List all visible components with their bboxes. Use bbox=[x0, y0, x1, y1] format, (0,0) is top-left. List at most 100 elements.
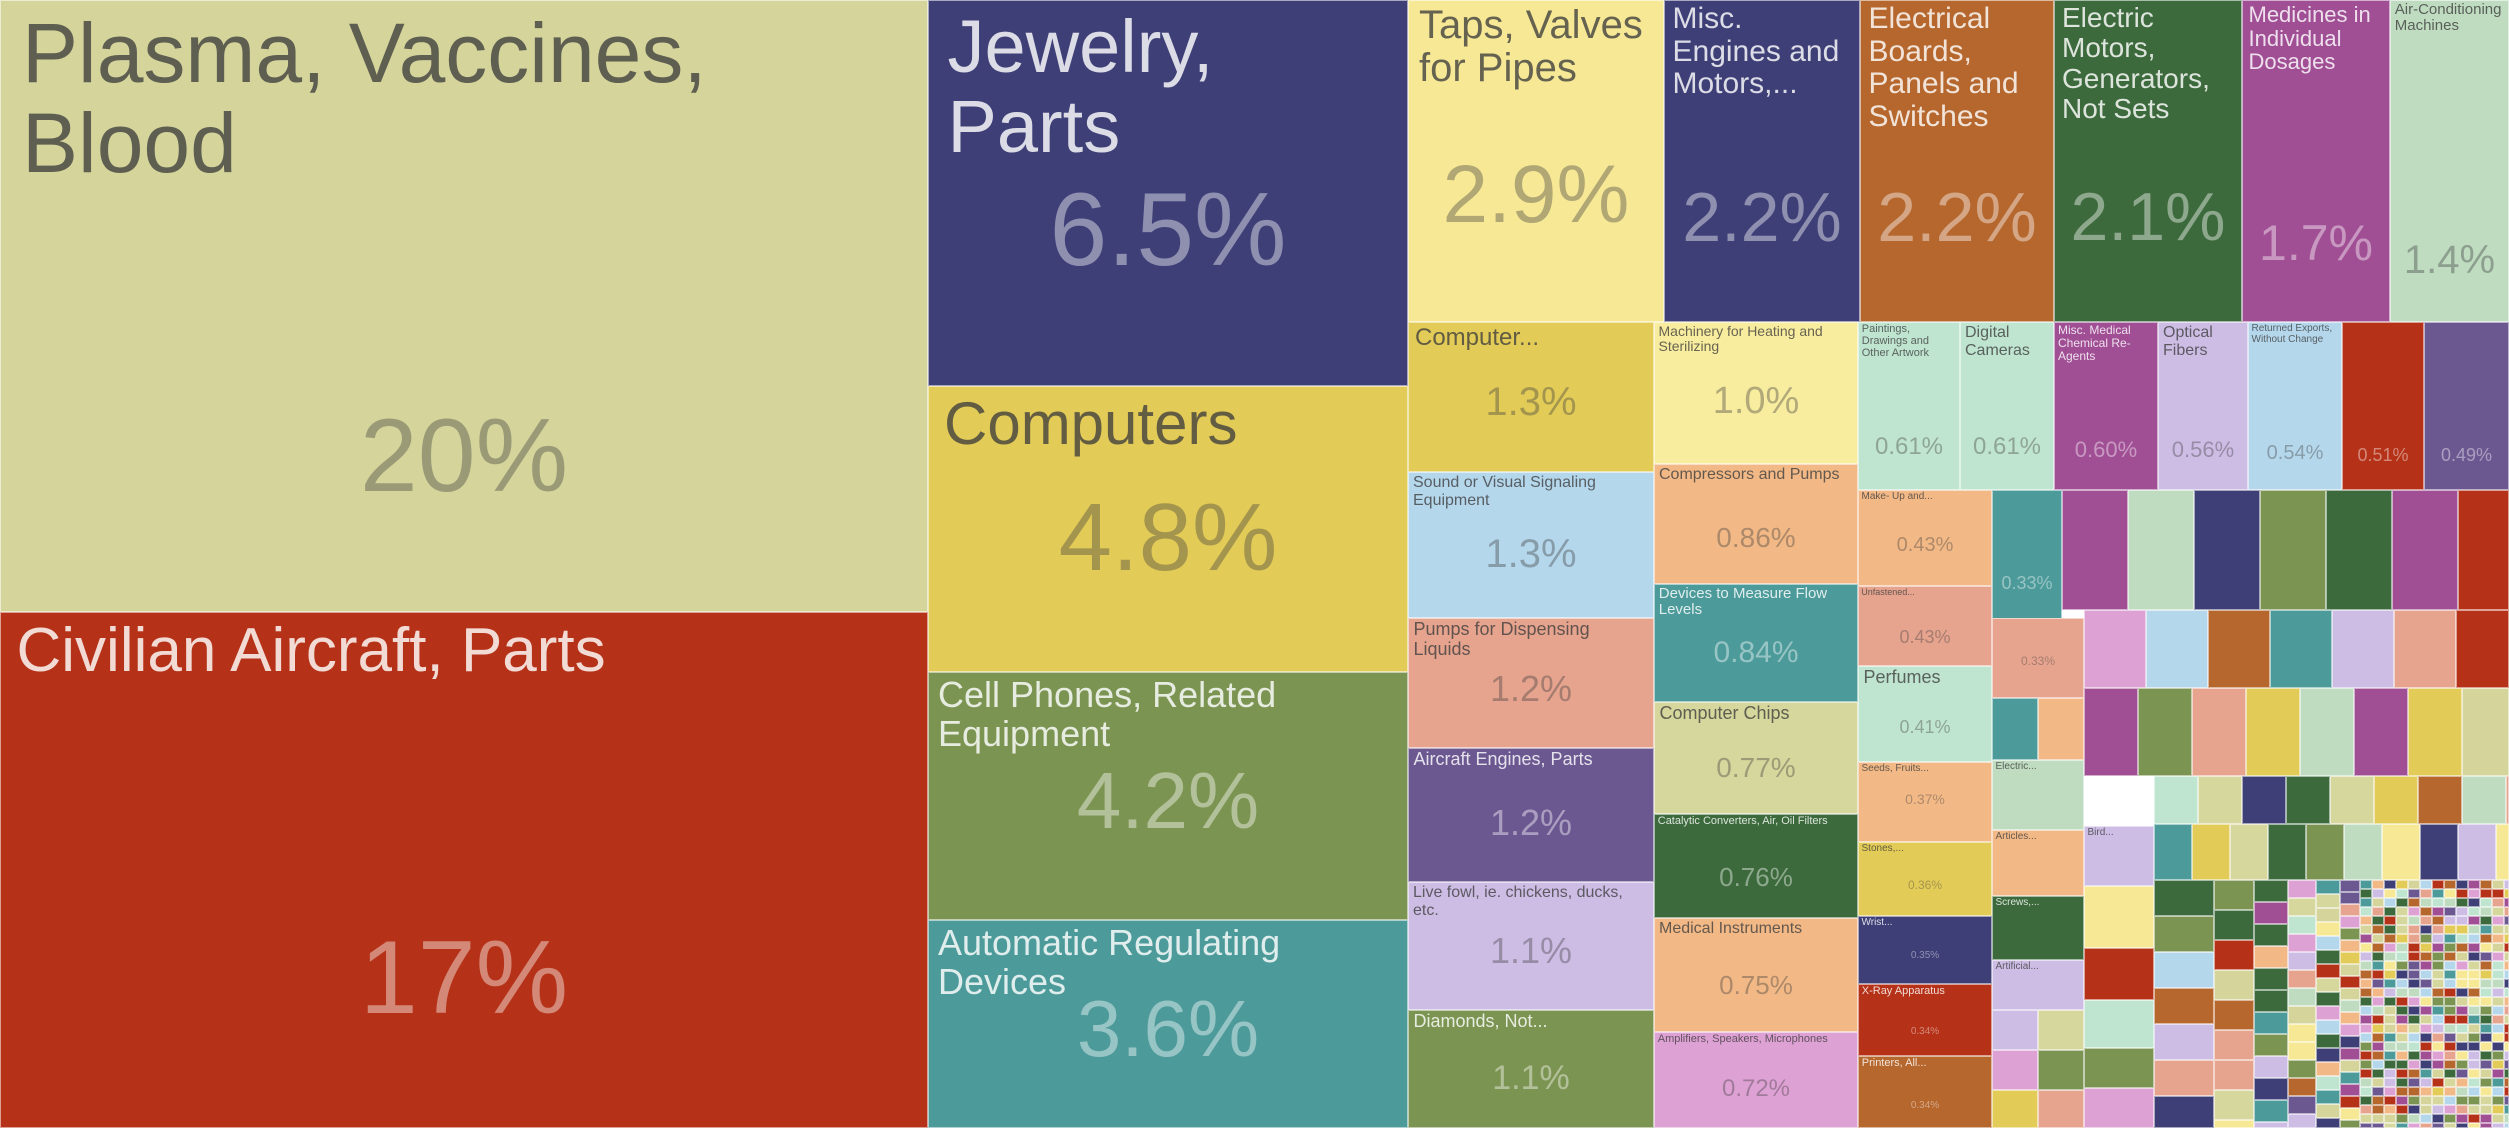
treemap-tile[interactable]: Screws,... bbox=[1992, 896, 2084, 960]
treemap-tile-minor[interactable] bbox=[2456, 997, 2468, 1006]
treemap-tile-minor[interactable] bbox=[2444, 1096, 2456, 1105]
treemap-tile-minor[interactable] bbox=[2504, 1015, 2509, 1024]
treemap-tile-minor[interactable] bbox=[2468, 1006, 2480, 1015]
treemap-tile-minor[interactable] bbox=[2396, 970, 2408, 979]
treemap-tile-minor[interactable] bbox=[2480, 925, 2492, 934]
treemap-tile-minor[interactable] bbox=[2372, 961, 2384, 970]
treemap-tile-minor[interactable] bbox=[2360, 925, 2372, 934]
treemap-tile-minor[interactable] bbox=[2492, 1069, 2504, 1078]
treemap-tile-minor[interactable] bbox=[2456, 979, 2468, 988]
treemap-tile-minor[interactable] bbox=[2444, 916, 2456, 925]
treemap-tile[interactable]: Electrical Boards, Panels and Switches 2.… bbox=[1860, 0, 2054, 322]
treemap-tile-minor[interactable] bbox=[2288, 1060, 2316, 1078]
treemap-tile[interactable]: X-Ray Apparatus 0.34% bbox=[1858, 984, 1992, 1056]
treemap-tile-minor[interactable] bbox=[2492, 1105, 2504, 1114]
treemap-tile-minor[interactable] bbox=[2306, 824, 2344, 880]
treemap-tile-minor[interactable] bbox=[2456, 1078, 2468, 1087]
treemap-tile[interactable]: 0.49% bbox=[2424, 322, 2509, 490]
treemap-tile-minor[interactable] bbox=[2340, 952, 2360, 964]
treemap-tile-minor[interactable] bbox=[2432, 961, 2444, 970]
treemap-tile-minor[interactable] bbox=[2408, 889, 2420, 898]
treemap-tile-minor[interactable] bbox=[2384, 907, 2396, 916]
treemap-tile-minor[interactable] bbox=[2372, 997, 2384, 1006]
treemap-tile-minor[interactable] bbox=[2254, 880, 2288, 902]
treemap-tile-minor[interactable] bbox=[2360, 1006, 2372, 1015]
treemap-tile-minor[interactable] bbox=[2420, 1087, 2432, 1096]
treemap-tile-minor[interactable] bbox=[2384, 889, 2396, 898]
treemap-tile-minor[interactable] bbox=[2456, 1069, 2468, 1078]
treemap-tile-minor[interactable] bbox=[2408, 1024, 2420, 1033]
treemap-tile-minor[interactable] bbox=[2432, 1051, 2444, 1060]
treemap-tile-minor[interactable] bbox=[2480, 1006, 2492, 1015]
treemap-tile-minor[interactable] bbox=[2214, 1120, 2254, 1128]
treemap-tile-minor[interactable] bbox=[2480, 1114, 2492, 1123]
treemap-tile-minor[interactable] bbox=[2372, 1006, 2384, 1015]
treemap-tile-minor[interactable] bbox=[2408, 1087, 2420, 1096]
treemap-tile-minor[interactable] bbox=[2456, 1033, 2468, 1042]
treemap-tile-minor[interactable] bbox=[2420, 880, 2432, 889]
treemap-tile-minor[interactable] bbox=[2360, 898, 2372, 907]
treemap-tile-minor[interactable] bbox=[2456, 1114, 2468, 1123]
treemap-tile-minor[interactable] bbox=[2154, 1060, 2214, 1096]
treemap-tile-minor[interactable] bbox=[2468, 1105, 2480, 1114]
treemap-tile-minor[interactable] bbox=[2254, 1056, 2288, 1078]
treemap-tile-minor[interactable] bbox=[2340, 928, 2360, 940]
treemap-tile-minor[interactable] bbox=[2420, 1024, 2432, 1033]
treemap-tile-minor[interactable] bbox=[2192, 688, 2246, 776]
treemap-tile-minor[interactable] bbox=[2384, 1006, 2396, 1015]
treemap-tile[interactable]: Electric Motors, Generators, Not Sets 2.1… bbox=[2054, 0, 2242, 322]
treemap-tile-minor[interactable] bbox=[2384, 1024, 2396, 1033]
treemap-tile[interactable]: Bird... bbox=[2084, 826, 2154, 886]
treemap-tile-minor[interactable] bbox=[2444, 934, 2456, 943]
treemap-tile[interactable]: Computers 4.8% bbox=[928, 386, 1408, 672]
treemap-tile[interactable]: Diamonds, Not... 1.1% bbox=[1408, 1010, 1654, 1128]
treemap-tile-minor[interactable] bbox=[2316, 1062, 2340, 1076]
treemap-tile-minor[interactable] bbox=[2504, 1087, 2509, 1096]
treemap-tile-minor[interactable] bbox=[2504, 997, 2509, 1006]
treemap-tile-minor[interactable] bbox=[2492, 943, 2504, 952]
treemap-tile-minor[interactable] bbox=[2492, 934, 2504, 943]
treemap-tile-minor[interactable] bbox=[2480, 1078, 2492, 1087]
treemap-tile-minor[interactable] bbox=[2396, 1024, 2408, 1033]
treemap-tile[interactable]: Amplifiers, Speakers, Microphones 0.72% bbox=[1654, 1032, 1858, 1128]
treemap-tile[interactable]: Make- Up and... 0.43% bbox=[1858, 490, 1992, 586]
treemap-tile-minor[interactable] bbox=[2154, 988, 2214, 1024]
treemap-tile-minor[interactable] bbox=[2420, 1060, 2432, 1069]
treemap-tile-minor[interactable] bbox=[2444, 907, 2456, 916]
treemap-tile-minor[interactable] bbox=[2384, 1114, 2396, 1123]
treemap-tile-minor[interactable] bbox=[2468, 907, 2480, 916]
treemap-tile-minor[interactable] bbox=[2316, 964, 2340, 978]
treemap-tile-minor[interactable] bbox=[2382, 824, 2420, 880]
treemap-tile-minor[interactable] bbox=[2456, 934, 2468, 943]
treemap-tile-minor[interactable] bbox=[2316, 978, 2340, 992]
treemap-tile[interactable]: Paintings, Drawings and Other Artwork 0.6… bbox=[1858, 322, 1960, 490]
treemap-tile-minor[interactable] bbox=[2504, 1051, 2509, 1060]
treemap-tile-minor[interactable] bbox=[2254, 946, 2288, 968]
treemap-tile-minor[interactable] bbox=[2408, 1042, 2420, 1051]
treemap-tile-minor[interactable] bbox=[2420, 907, 2432, 916]
treemap-tile-minor[interactable] bbox=[2316, 1034, 2340, 1048]
treemap-tile-minor[interactable] bbox=[2372, 1051, 2384, 1060]
treemap-tile-minor[interactable] bbox=[2260, 490, 2326, 610]
treemap-tile-minor[interactable] bbox=[2214, 1030, 2254, 1060]
treemap-tile-minor[interactable] bbox=[2468, 1087, 2480, 1096]
treemap-tile-minor[interactable] bbox=[2288, 934, 2316, 952]
treemap-tile-minor[interactable] bbox=[2504, 1078, 2509, 1087]
treemap-tile-minor[interactable] bbox=[2420, 970, 2432, 979]
treemap-tile-minor[interactable] bbox=[2340, 1072, 2360, 1084]
treemap-tile-minor[interactable] bbox=[2444, 1033, 2456, 1042]
treemap-tile-minor[interactable] bbox=[2316, 1118, 2340, 1128]
treemap-tile-minor[interactable] bbox=[2396, 1069, 2408, 1078]
treemap-tile-minor[interactable] bbox=[2396, 1006, 2408, 1015]
treemap-tile-minor[interactable] bbox=[1992, 1010, 2038, 1050]
treemap-tile-minor[interactable] bbox=[2360, 889, 2372, 898]
treemap-tile-minor[interactable] bbox=[2396, 1015, 2408, 1024]
treemap-tile-minor[interactable] bbox=[2456, 1051, 2468, 1060]
treemap-tile-minor[interactable] bbox=[2408, 1096, 2420, 1105]
treemap-tile-minor[interactable] bbox=[2396, 1087, 2408, 1096]
treemap-tile-minor[interactable] bbox=[2316, 1090, 2340, 1104]
treemap-tile-minor[interactable] bbox=[2504, 880, 2509, 889]
treemap-tile-minor[interactable] bbox=[2492, 880, 2504, 889]
treemap-tile-minor[interactable] bbox=[2444, 880, 2456, 889]
treemap-tile-minor[interactable] bbox=[2396, 889, 2408, 898]
